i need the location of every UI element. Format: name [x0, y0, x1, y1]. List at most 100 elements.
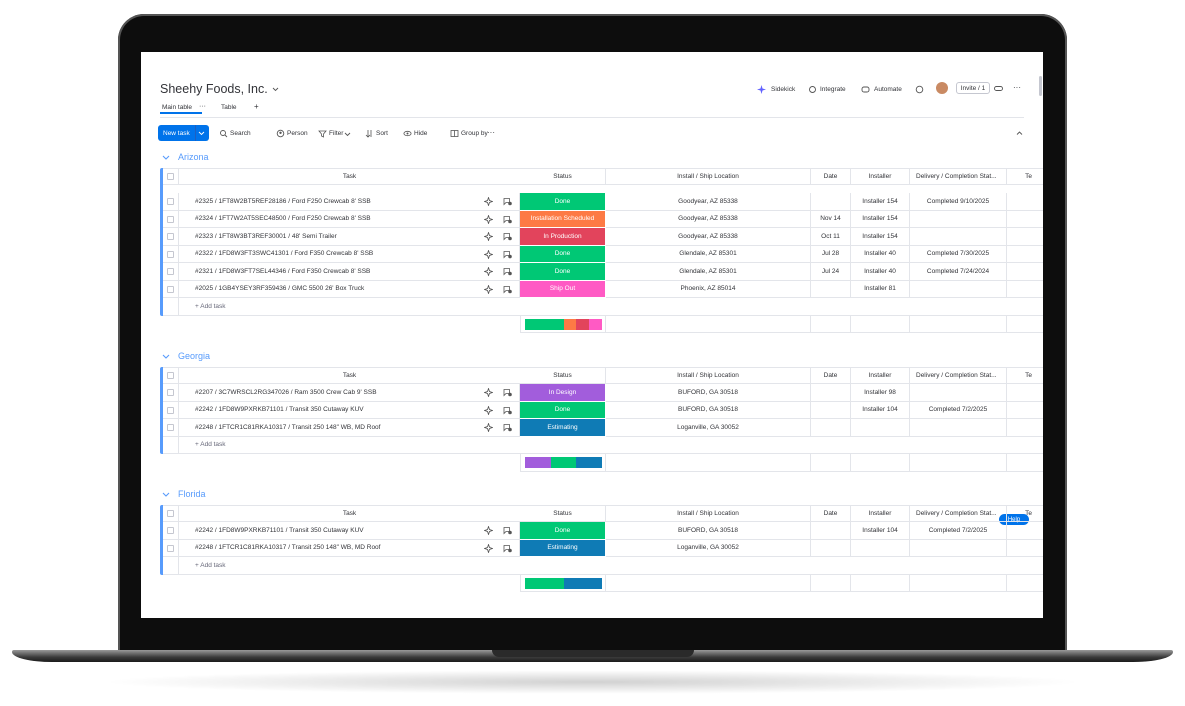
updates-icon[interactable] — [503, 423, 512, 432]
status-cell[interactable]: Done — [520, 245, 606, 263]
updates-icon[interactable] — [503, 250, 512, 259]
summary-cell — [910, 574, 1007, 592]
checkbox[interactable] — [167, 424, 174, 431]
ai-icon[interactable] — [484, 197, 493, 206]
task-cell[interactable]: #2323 / 1FT8W3BT3REF30001 / 48' Semi Tra… — [179, 228, 475, 246]
status-cell[interactable]: Done — [520, 193, 606, 211]
ai-icon[interactable] — [484, 284, 493, 294]
updates-icon[interactable] — [503, 526, 512, 535]
group-name[interactable]: Arizona — [178, 152, 209, 162]
task-cell[interactable]: #2207 / 3C7WRSCL2RG347026 / Ram 3500 Cre… — [179, 384, 475, 402]
automate[interactable]: Automate — [874, 86, 902, 93]
checkbox[interactable] — [167, 198, 174, 205]
checkbox[interactable] — [167, 285, 174, 293]
checkbox[interactable] — [167, 406, 174, 414]
updates-icon[interactable] — [503, 388, 512, 397]
summary-cell — [851, 454, 910, 472]
updates-icon[interactable] — [503, 232, 512, 241]
updates-icon[interactable] — [915, 85, 924, 94]
checkbox[interactable] — [167, 215, 174, 223]
checkbox[interactable] — [167, 389, 174, 396]
collapse-icon[interactable] — [1016, 130, 1023, 137]
add-task[interactable]: + Add task — [179, 298, 1043, 316]
updates-icon[interactable] — [503, 544, 512, 553]
status-cell[interactable]: Done — [520, 401, 606, 419]
add-tab[interactable]: + — [254, 102, 259, 111]
delivery-cell: Completed 9/10/2025 — [910, 193, 1007, 211]
toolbar-button[interactable]: Hide — [414, 130, 428, 137]
summary-cell — [910, 315, 1007, 333]
checkbox[interactable] — [167, 527, 174, 534]
board-title[interactable]: Sheehy Foods, Inc. — [160, 82, 268, 96]
tab-menu[interactable]: ··· — [199, 103, 206, 110]
status-cell[interactable]: Done — [520, 522, 606, 540]
status-cell[interactable]: Done — [520, 263, 606, 281]
checkbox[interactable] — [167, 544, 174, 552]
updates-icon[interactable] — [503, 406, 512, 415]
ai-icon[interactable] — [484, 543, 493, 553]
status-cell[interactable]: Estimating — [520, 539, 606, 557]
integrate[interactable]: Integrate — [820, 86, 846, 93]
toolbar-button[interactable]: Sort — [376, 130, 388, 137]
group-caret[interactable] — [162, 153, 171, 162]
sidekick[interactable]: Sidekick — [771, 86, 796, 93]
updates-icon[interactable] — [503, 267, 512, 276]
updates-icon[interactable] — [503, 197, 512, 206]
tab[interactable]: Main table — [162, 104, 192, 111]
task-cell[interactable]: #2248 / 1FTCR1C81RKA10317 / Transit 250 … — [179, 419, 475, 437]
ai-icon[interactable] — [484, 526, 493, 535]
status-cell[interactable]: In Design — [520, 384, 606, 402]
status-cell[interactable]: Estimating — [520, 419, 606, 437]
ai-icon[interactable] — [484, 405, 493, 415]
checkbox[interactable] — [167, 372, 174, 379]
checkbox[interactable] — [167, 268, 174, 275]
updates-icon[interactable] — [503, 215, 512, 224]
task-cell[interactable]: #2248 / 1FTCR1C81RKA10317 / Transit 250 … — [179, 540, 475, 557]
link-icon[interactable] — [994, 84, 1003, 93]
filter-caret[interactable] — [344, 130, 353, 139]
checkbox[interactable] — [167, 233, 174, 240]
task-cell[interactable]: #2321 / 1FD8W3FT7SEL44346 / Ford F350 Cr… — [179, 263, 475, 281]
task-cell[interactable]: #2325 / 1FT8W2BT5REF28186 / Ford F250 Cr… — [179, 193, 475, 211]
help-button[interactable]: Help — [999, 514, 1029, 525]
ai-icon[interactable] — [484, 267, 493, 276]
more-menu[interactable]: ··· — [1013, 83, 1021, 92]
tab[interactable]: Table — [221, 104, 237, 111]
add-task[interactable]: + Add task — [179, 437, 1043, 454]
status-cell[interactable]: Ship Out — [520, 280, 606, 298]
ai-icon[interactable] — [484, 232, 493, 241]
title-caret[interactable] — [272, 86, 279, 93]
task-cell[interactable]: #2242 / 1FD8W9PXRKB71101 / Transit 350 C… — [179, 522, 475, 540]
summary-cell — [520, 454, 606, 472]
ai-icon[interactable] — [484, 214, 493, 224]
toolbar-button[interactable]: Group by — [461, 130, 488, 137]
checkbox[interactable] — [167, 173, 174, 180]
group-name[interactable]: Georgia — [178, 351, 211, 361]
status-summary-segment — [576, 318, 590, 330]
group-name[interactable]: Florida — [178, 489, 206, 499]
invite-button[interactable]: Invite / 1 — [956, 82, 990, 94]
updates-icon[interactable] — [503, 285, 512, 294]
ai-icon[interactable] — [484, 423, 493, 432]
task-cell[interactable]: #2025 / 1GB4YSEY3RF359436 / GMC 5500 26'… — [179, 281, 475, 298]
task-cell[interactable]: #2242 / 1FD8W9PXRKB71101 / Transit 350 C… — [179, 402, 475, 419]
new-task-caret[interactable] — [198, 130, 205, 137]
ai-icon[interactable] — [484, 249, 493, 259]
checkbox[interactable] — [167, 250, 174, 258]
ai-icon[interactable] — [484, 388, 493, 397]
avatar[interactable] — [936, 82, 948, 94]
delivery-cell — [910, 419, 1007, 437]
toolbar-button[interactable]: Search — [230, 130, 251, 137]
status-cell[interactable]: Installation Scheduled — [520, 210, 606, 228]
new-task-button[interactable]: New task — [158, 125, 209, 141]
add-task[interactable]: + Add task — [179, 557, 1043, 575]
group-caret[interactable] — [162, 490, 171, 499]
toolbar-button[interactable]: Person — [287, 130, 308, 137]
task-cell[interactable]: #2324 / 1FT7W2AT5SEC48500 / Ford F250 Cr… — [179, 211, 475, 228]
toolbar-more[interactable]: ··· — [487, 128, 495, 137]
toolbar-button[interactable]: Filter — [329, 130, 344, 137]
task-cell[interactable]: #2322 / 1FD8W3FT3SWC41301 / Ford F350 Cr… — [179, 246, 475, 263]
status-cell[interactable]: In Production — [520, 228, 606, 246]
checkbox[interactable] — [167, 510, 174, 517]
group-caret[interactable] — [162, 352, 171, 361]
